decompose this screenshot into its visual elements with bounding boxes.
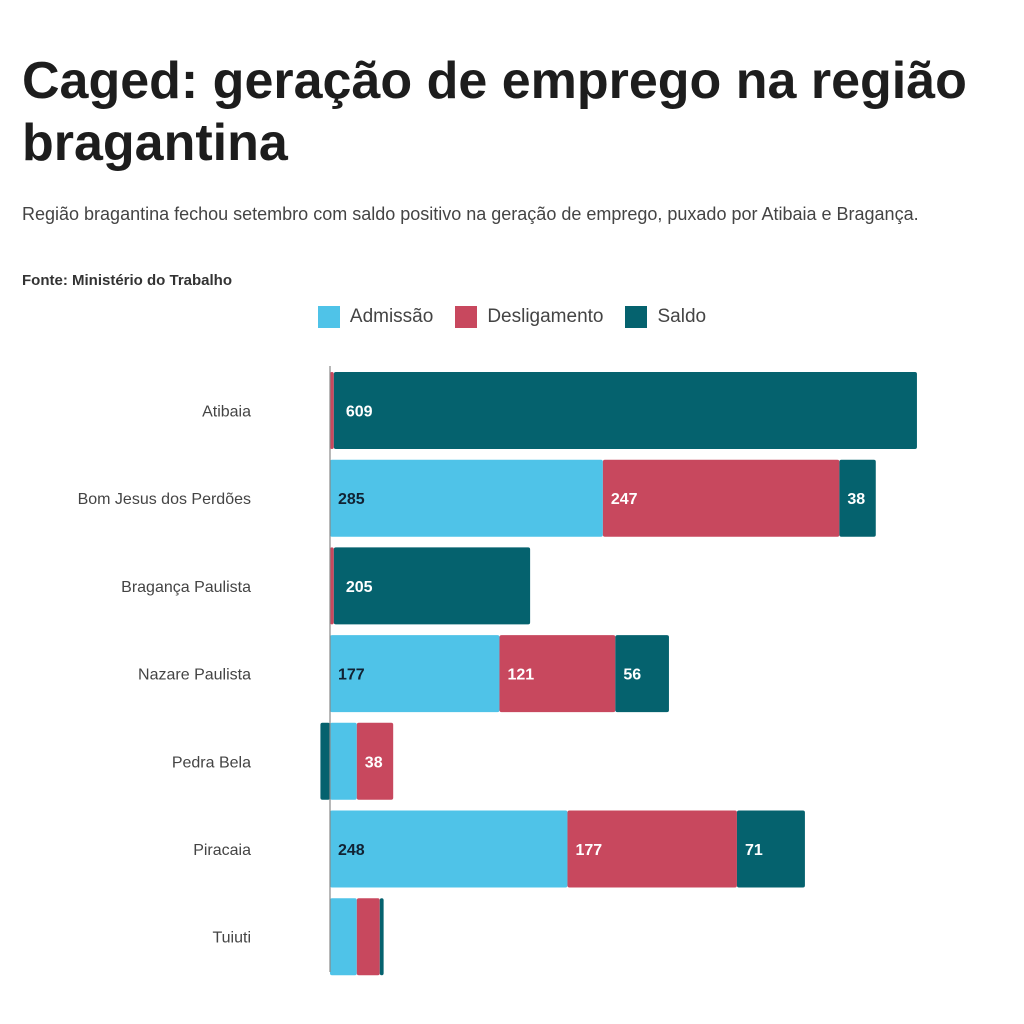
- data-label: 121: [507, 667, 534, 684]
- data-label: 177: [338, 667, 365, 684]
- data-label: 177: [575, 842, 602, 859]
- category-label: Tuiuti: [212, 930, 251, 947]
- bar-admissão[interactable]: [330, 810, 568, 888]
- bar-desligamento[interactable]: [499, 635, 616, 713]
- legend-label: Admissão: [349, 306, 434, 327]
- bar-saldo[interactable]: [615, 635, 669, 713]
- data-label: 247: [611, 491, 638, 508]
- category-label: Piracaia: [193, 842, 251, 859]
- category-label: Nazare Paulista: [138, 667, 251, 684]
- legend-swatch: [317, 306, 340, 328]
- chart-source: Fonte: Ministério do Trabalho: [22, 272, 232, 289]
- bar-desligamento[interactable]: [330, 372, 334, 449]
- bar-desligamento[interactable]: [330, 547, 334, 625]
- bar-admissão[interactable]: [330, 898, 357, 976]
- legend-swatch: [625, 306, 648, 328]
- bar-desligamento[interactable]: [356, 722, 394, 800]
- chart-title: Caged: geração de emprego na região brag…: [22, 52, 967, 172]
- bar-saldo[interactable]: [333, 547, 531, 625]
- bar-saldo[interactable]: [839, 459, 876, 537]
- category-label: Pedra Bela: [172, 754, 251, 771]
- legend-label: Desligamento: [487, 306, 604, 327]
- legend-item-desligamento[interactable]: Desligamento: [455, 306, 603, 328]
- legend-item-admissao[interactable]: Admissão: [317, 306, 434, 328]
- bar-saldo[interactable]: [379, 898, 384, 976]
- bar-admissão[interactable]: [330, 635, 500, 713]
- bar-admissão[interactable]: [330, 459, 603, 537]
- data-label: 56: [623, 667, 641, 684]
- category-label: Bom Jesus dos Perdões: [78, 491, 251, 508]
- bar-admissão[interactable]: [330, 722, 357, 800]
- data-label: 205: [346, 579, 373, 596]
- bar-desligamento[interactable]: [602, 459, 840, 537]
- bar-saldo[interactable]: [736, 810, 805, 888]
- data-label: 71: [745, 842, 763, 859]
- bar-desligamento[interactable]: [356, 898, 380, 976]
- legend: Admissão Desligamento Saldo: [0, 306, 1024, 328]
- legend-item-saldo[interactable]: Saldo: [625, 306, 706, 328]
- category-label: Atibaia: [202, 404, 251, 421]
- legend-label: Saldo: [657, 306, 707, 327]
- category-label: Bragança Paulista: [121, 579, 251, 596]
- data-label: 609: [346, 404, 373, 421]
- legend-swatch: [455, 306, 478, 328]
- bar-saldo[interactable]: [333, 372, 917, 449]
- chart-subtitle: Região bragantina fechou setembro com sa…: [22, 204, 919, 224]
- data-label: 38: [365, 754, 383, 771]
- data-label: 38: [847, 491, 865, 508]
- bar-desligamento[interactable]: [567, 810, 737, 888]
- data-label: 248: [338, 842, 365, 859]
- data-label: 285: [338, 491, 365, 508]
- bar-saldo[interactable]: [320, 722, 330, 800]
